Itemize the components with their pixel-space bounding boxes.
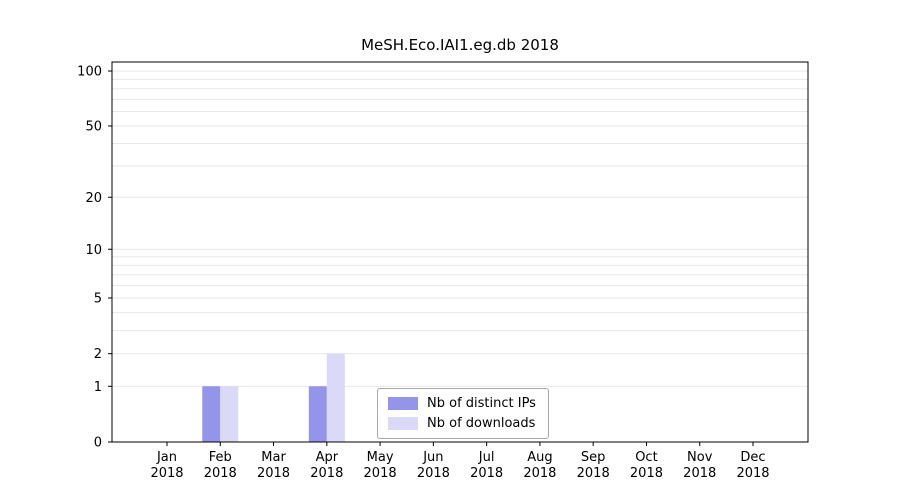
- svg-text:2018: 2018: [364, 466, 397, 481]
- svg-text:Sep: Sep: [581, 450, 606, 465]
- svg-text:2018: 2018: [150, 466, 183, 481]
- svg-text:2018: 2018: [630, 466, 663, 481]
- svg-text:Mar: Mar: [261, 450, 286, 465]
- svg-text:Nov: Nov: [687, 450, 713, 465]
- svg-text:May: May: [367, 450, 394, 465]
- svg-text:2: 2: [94, 347, 102, 362]
- legend-item-downloads: Nb of downloads: [388, 416, 536, 431]
- svg-text:2018: 2018: [257, 466, 290, 481]
- svg-text:50: 50: [85, 119, 102, 134]
- svg-text:2018: 2018: [417, 466, 450, 481]
- svg-text:2018: 2018: [736, 466, 769, 481]
- svg-text:Oct: Oct: [635, 450, 657, 465]
- svg-text:Jul: Jul: [478, 450, 495, 465]
- svg-text:Dec: Dec: [740, 450, 765, 465]
- svg-text:2018: 2018: [683, 466, 716, 481]
- svg-text:Feb: Feb: [209, 450, 232, 465]
- legend-item-distinct-ips: Nb of distinct IPs: [388, 396, 536, 411]
- svg-text:100: 100: [77, 65, 102, 80]
- svg-text:1: 1: [94, 380, 102, 395]
- svg-text:0: 0: [94, 436, 102, 451]
- legend-label-downloads: Nb of downloads: [427, 416, 536, 431]
- svg-text:2018: 2018: [523, 466, 556, 481]
- legend-swatch-distinct-ips: [388, 397, 418, 410]
- svg-text:2018: 2018: [470, 466, 503, 481]
- svg-text:10: 10: [85, 243, 102, 258]
- chart-title: MeSH.Eco.IAI1.eg.db 2018: [361, 36, 559, 54]
- svg-text:2018: 2018: [310, 466, 343, 481]
- svg-text:Aug: Aug: [527, 450, 552, 465]
- legend-label-distinct-ips: Nb of distinct IPs: [427, 396, 536, 411]
- svg-text:Apr: Apr: [316, 450, 339, 465]
- svg-text:Jan: Jan: [156, 450, 177, 465]
- legend: Nb of distinct IPs Nb of downloads: [377, 388, 549, 439]
- svg-text:2018: 2018: [577, 466, 610, 481]
- svg-text:Jun: Jun: [422, 450, 443, 465]
- legend-swatch-downloads: [388, 417, 418, 430]
- svg-text:20: 20: [85, 191, 102, 206]
- svg-text:5: 5: [94, 291, 102, 306]
- svg-text:2018: 2018: [204, 466, 237, 481]
